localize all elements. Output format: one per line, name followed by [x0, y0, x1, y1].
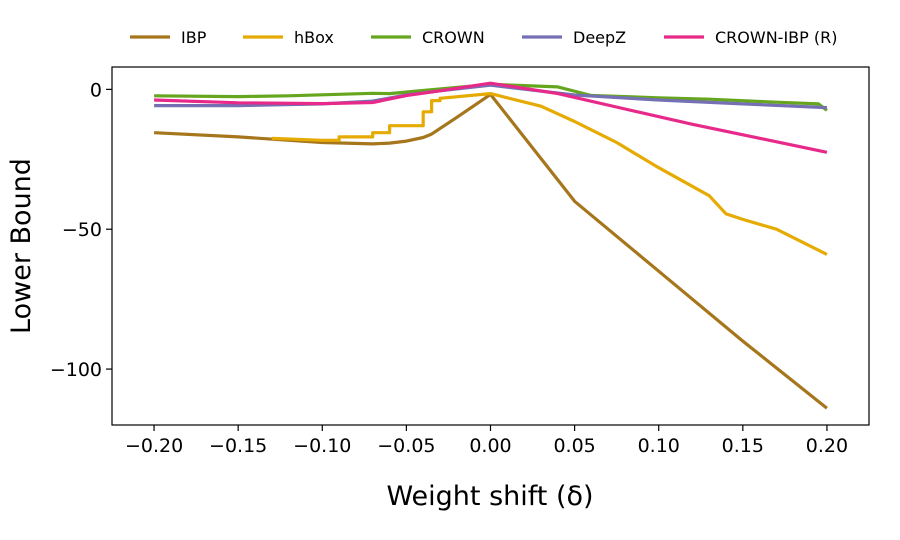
- y-axis: 0 −50 −100: [50, 79, 112, 381]
- legend-label-4: CROWN-IBP (R): [715, 28, 837, 47]
- x-tick-label: 0.05: [553, 435, 595, 457]
- legend-label-1: hBox: [294, 28, 334, 47]
- y-tick-label: −100: [50, 359, 102, 381]
- y-tick-label: 0: [90, 79, 102, 101]
- y-tick-label: −50: [62, 219, 102, 241]
- x-tick-label: 0.00: [469, 435, 511, 457]
- x-tick-label: −0.10: [293, 435, 351, 457]
- series-layer: [154, 81, 828, 410]
- legend: IBP hBox CROWN DeepZ CROWN-IBP (R): [130, 28, 837, 47]
- x-tick-label: −0.15: [209, 435, 267, 457]
- series-line-0: [154, 92, 828, 410]
- x-axis: −0.20 −0.15 −0.10 −0.05 0.00 0.05 0.10 0.15 0.20: [125, 425, 848, 457]
- x-tick-label: 0.10: [638, 435, 680, 457]
- x-axis-title: Weight shift (δ): [386, 481, 593, 512]
- x-tick-label: 0.15: [722, 435, 764, 457]
- y-axis-title: Lower Bound: [6, 158, 37, 334]
- x-tick-label: −0.05: [377, 435, 435, 457]
- x-tick-label: −0.20: [125, 435, 183, 457]
- legend-label-0: IBP: [181, 28, 207, 47]
- series-line-1: [271, 92, 828, 256]
- series-line-4: [154, 81, 828, 154]
- legend-label-3: DeepZ: [573, 28, 626, 47]
- plot-frame: [111, 66, 870, 426]
- legend-label-2: CROWN: [422, 28, 485, 47]
- x-tick-label: 0.20: [806, 435, 848, 457]
